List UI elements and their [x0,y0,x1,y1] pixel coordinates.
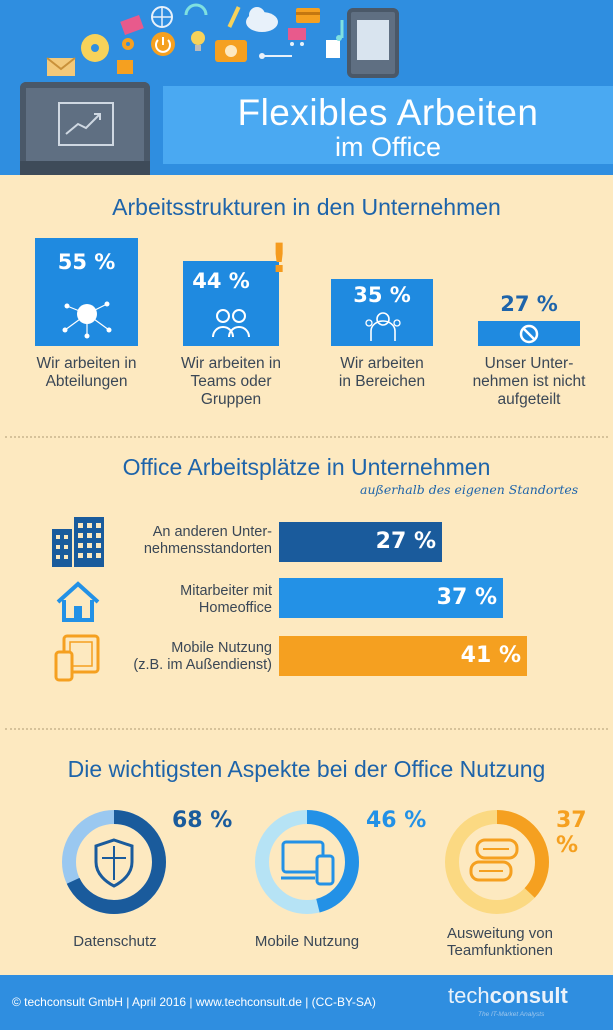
office-building-icon [52,517,104,567]
logo-tagline: The IT-Market Analysts [478,1011,545,1018]
struct-pct-2: 44 % [192,269,250,293]
bar-label-1: An anderen Unter- nehmensstandorten [143,524,272,557]
creditcard-icon [296,8,320,23]
title-box [163,86,613,164]
exclamation-icon: ! [270,236,289,282]
devices-icon [281,840,335,886]
bar-1: 27 % [279,522,442,562]
cloud-icon [246,7,278,32]
donut-label-3: Ausweitung von Teamfunktionen [447,925,553,959]
bar-label-3: Mobile Nutzung (z.B. im Außendienst) [133,640,272,673]
bar-3: 41 % [279,636,527,676]
bar-value-1: 27 % [375,529,436,554]
usb-icon [259,53,292,59]
donut-pct-1: 68 % [172,808,233,833]
donut-pct-3: 37 % [556,808,587,858]
donut-arc [255,810,359,914]
section1-title: Arbeitsstrukturen in den Unternehmen [112,194,501,220]
page-subtitle: im Office [334,132,442,162]
struct-box-2: 44 % [183,261,279,346]
donut-label-2: Mobile Nutzung [254,933,360,950]
arrow-icon [184,3,208,16]
struct-pct-3: 35 % [353,283,411,307]
network-icon [62,301,112,339]
divider-2 [5,728,608,730]
struct-label-3: Wir arbeiten in Bereichen [338,355,426,390]
bar-label-2: Mitarbeiter mit Homeoffice [180,583,272,616]
chat-icon [469,838,519,882]
globe-icon [151,6,173,28]
bar-2: 37 % [279,578,503,618]
cd-icon [81,34,109,62]
struct-pct-1: 55 % [57,250,116,274]
envelope-icon [46,57,76,76]
section2-subtitle: außerhalb des eigenen Standortes [360,482,579,497]
camera-icon [215,40,247,62]
techconsult-logo: techconsult [448,983,568,1009]
tablet-icon [347,8,399,78]
donut-label-1: Datenschutz [73,933,157,950]
power-icon [151,32,175,56]
pencil-icon [227,6,241,28]
bulb-icon [191,31,205,51]
struct-box-3: 35 % [331,279,433,346]
divider-1 [5,436,608,438]
note-icon [326,20,344,58]
section2-title: Office Arbeitsplätze in Unternehmen [122,454,491,480]
donut-pct-2: 46 % [366,808,427,833]
cart-icon [288,28,306,46]
struct-label-2: Wir arbeiten in Teams oder Gruppen [181,355,281,408]
donut-arc [445,810,549,914]
header-banner: Flexibles Arbeiten im Office [0,0,613,175]
struct-pct-4: 27 % [500,292,558,316]
donut-datenschutz [62,810,166,914]
house-icon [56,581,100,622]
prohibited-icon [519,324,539,344]
laptop-icon [20,82,150,175]
struct-label-1: Wir arbeiten in Abteilungen [36,355,137,390]
shield-icon [94,838,134,888]
struct-label-4: Unser Unter- nehmen ist nicht aufgeteilt [472,355,586,408]
struct-box-4 [478,321,580,346]
bar-value-2: 37 % [436,585,497,610]
gear-icon [122,38,134,50]
donut-teamfunktionen [445,810,549,914]
page-title: Flexibles Arbeiten [237,92,539,133]
wallet-icon [117,60,133,74]
donut-arc [62,810,166,914]
group-icon [365,312,401,341]
mobile-devices-icon [54,634,100,682]
card-icon [120,15,144,35]
bar-value-3: 41 % [460,643,521,668]
header-icons [46,3,344,76]
footer-copyright: © techconsult GmbH | April 2016 | www.te… [12,995,376,1009]
team-icon [212,309,250,338]
section3-title: Die wichtigsten Aspekte bei der Office N… [67,756,546,782]
logo-lead: tech [448,983,490,1008]
logo-bold: consult [489,983,568,1008]
struct-box-1: 55 % [35,238,138,346]
footer: © techconsult GmbH | April 2016 | www.te… [0,975,613,1030]
donut-mobile-nutzung [255,810,359,914]
